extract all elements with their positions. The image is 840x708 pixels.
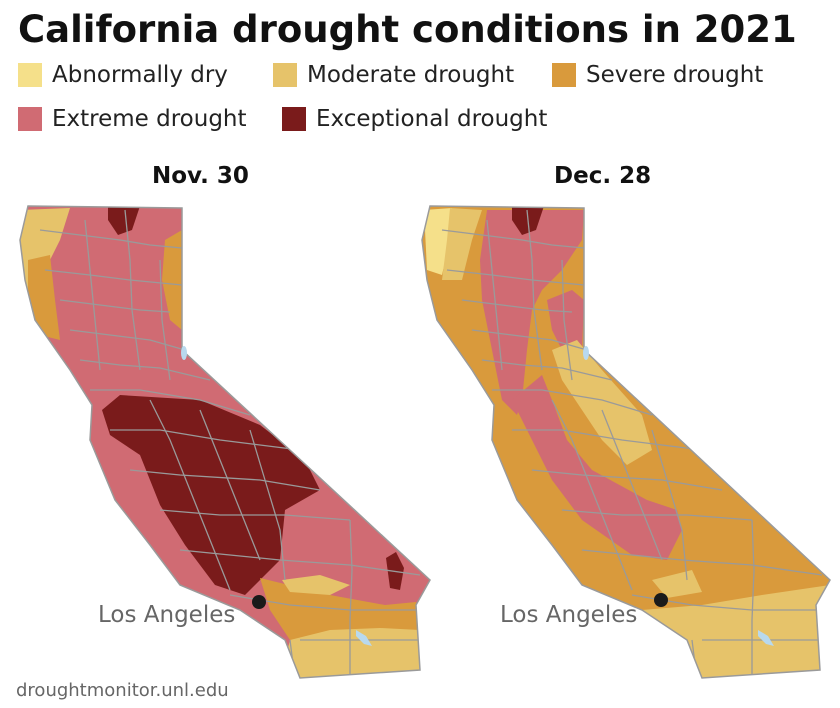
legend-item-extreme-drought: Extreme drought bbox=[18, 106, 247, 132]
legend-swatch-severe-drought bbox=[552, 63, 576, 87]
legend-item-abnormally-dry: Abnormally dry bbox=[18, 62, 228, 88]
legend-item-exceptional-drought: Exceptional drought bbox=[282, 106, 547, 132]
county-lines bbox=[39, 209, 421, 678]
los-angeles-marker bbox=[654, 593, 668, 607]
map-nov-30 bbox=[19, 205, 431, 679]
drought-zone-extreme bbox=[480, 210, 584, 415]
los-angeles-marker bbox=[252, 595, 266, 609]
california-outline bbox=[19, 205, 431, 679]
county-lines bbox=[441, 209, 823, 678]
chart-title: California drought conditions in 2021 bbox=[18, 8, 797, 51]
legend-item-moderate-drought: Moderate drought bbox=[273, 62, 514, 88]
salton-sea bbox=[758, 630, 774, 646]
drought-zone-extreme bbox=[512, 375, 682, 560]
legend-label: Abnormally dry bbox=[52, 62, 228, 88]
legend-label: Extreme drought bbox=[52, 106, 247, 132]
map-label-nov-30: Nov. 30 bbox=[152, 163, 249, 189]
city-label-los-angeles: Los Angeles bbox=[98, 602, 236, 628]
lake-tahoe bbox=[181, 346, 187, 360]
map-dec-28 bbox=[421, 205, 831, 679]
drought-zone-exceptional bbox=[512, 206, 546, 235]
drought-zone-severe bbox=[28, 255, 60, 340]
california-outline bbox=[421, 205, 831, 679]
drought-zone-moderate bbox=[652, 570, 702, 598]
legend-swatch-exceptional-drought bbox=[282, 107, 306, 131]
source-credit: droughtmonitor.unl.edu bbox=[16, 680, 229, 701]
legend-swatch-moderate-drought bbox=[273, 63, 297, 87]
salton-sea bbox=[356, 630, 372, 646]
drought-zone-exceptional bbox=[108, 206, 142, 235]
drought-zone-moderate bbox=[442, 208, 482, 280]
city-label-los-angeles: Los Angeles bbox=[500, 602, 638, 628]
drought-zone-extreme bbox=[547, 290, 584, 350]
lake-tahoe bbox=[583, 346, 589, 360]
drought-zone-severe bbox=[162, 230, 182, 330]
legend-label: Severe drought bbox=[586, 62, 764, 88]
legend-swatch-abnormally-dry bbox=[18, 63, 42, 87]
legend-label: Moderate drought bbox=[307, 62, 515, 88]
drought-zone-moderate bbox=[282, 575, 350, 595]
drought-zone-exceptional bbox=[102, 395, 320, 595]
legend-swatch-extreme-drought bbox=[18, 107, 42, 131]
map-label-dec-28: Dec. 28 bbox=[554, 163, 652, 189]
legend-item-severe-drought: Severe drought bbox=[552, 62, 763, 88]
legend-label: Exceptional drought bbox=[316, 106, 548, 132]
